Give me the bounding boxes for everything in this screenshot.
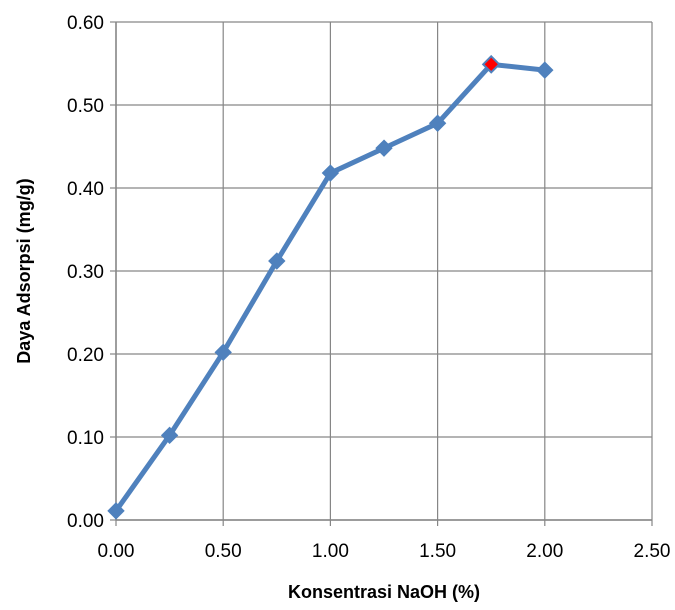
highlighted-data-point — [481, 54, 501, 74]
data-point — [375, 139, 393, 157]
data-point — [268, 252, 286, 270]
data-point — [107, 502, 125, 520]
y-tick-label: 0.30 — [67, 262, 104, 283]
x-axis-title: Konsentrasi NaOH (%) — [288, 582, 480, 602]
x-tick-label: 2.00 — [526, 541, 563, 562]
gridlines — [115, 21, 653, 521]
data-point — [214, 343, 232, 362]
y-tick-label: 0.40 — [67, 179, 104, 200]
x-tick-label: 2.50 — [634, 541, 671, 562]
tick-labels: 0.00 0.50 1.00 1.50 2.00 2.50 0.00 0.10 0.20 0.30… — [67, 13, 670, 562]
data-point — [428, 114, 447, 132]
x-tick-label: 1.50 — [419, 541, 456, 562]
data-series — [107, 54, 554, 520]
x-tick-label: 1.00 — [312, 541, 349, 562]
x-tick-label: 0.00 — [98, 541, 135, 562]
y-tick-label: 0.50 — [67, 96, 104, 117]
y-axis-title: Daya Adsorpsi (mg/g) — [14, 178, 34, 363]
data-point — [160, 426, 179, 445]
data-point — [321, 164, 340, 182]
y-tick-label: 0.00 — [67, 511, 104, 532]
y-tick-label: 0.60 — [67, 13, 104, 34]
y-tick-label: 0.20 — [67, 345, 104, 366]
x-tick-label: 0.50 — [205, 541, 242, 562]
y-tick-label: 0.10 — [67, 428, 104, 449]
axes — [110, 21, 653, 526]
data-point — [536, 61, 554, 79]
